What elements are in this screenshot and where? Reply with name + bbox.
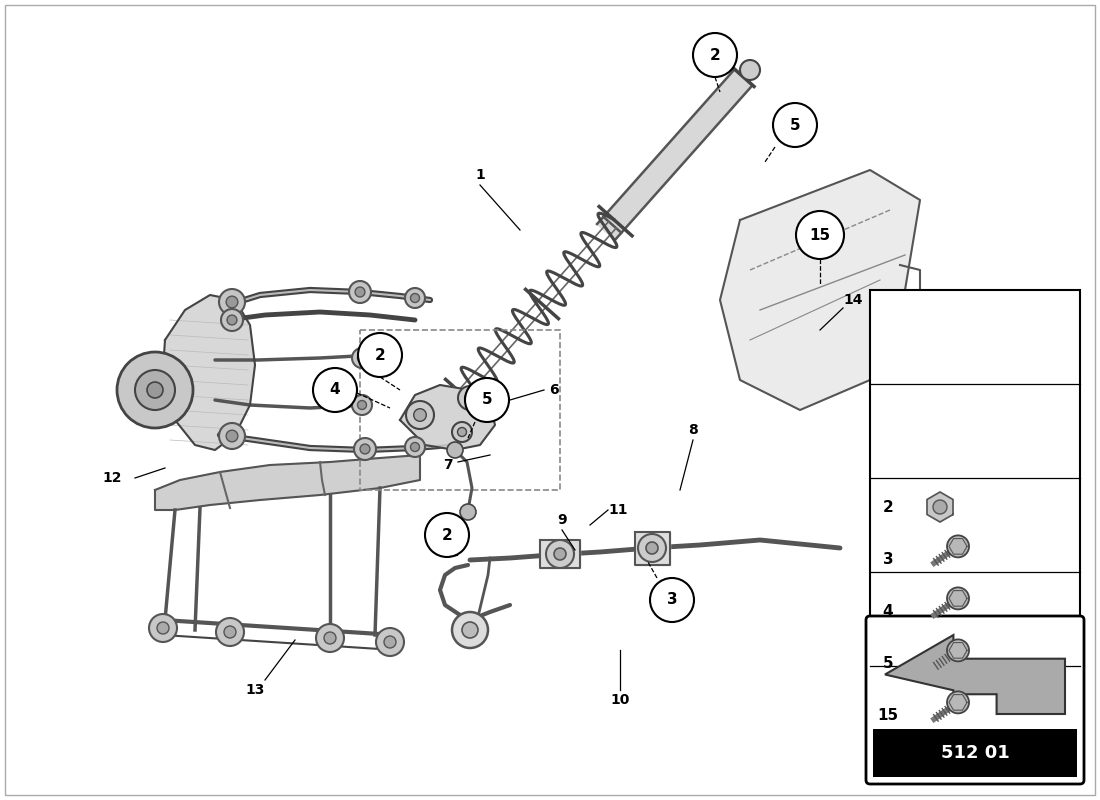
Text: 5: 5 bbox=[882, 655, 893, 670]
Text: 4: 4 bbox=[882, 603, 893, 618]
Circle shape bbox=[227, 430, 238, 442]
Circle shape bbox=[452, 612, 488, 648]
Circle shape bbox=[406, 401, 434, 429]
Circle shape bbox=[693, 33, 737, 77]
Circle shape bbox=[358, 333, 402, 377]
Circle shape bbox=[740, 60, 760, 80]
Polygon shape bbox=[540, 540, 580, 568]
Polygon shape bbox=[400, 385, 495, 450]
Text: 15: 15 bbox=[878, 707, 899, 722]
Circle shape bbox=[414, 409, 427, 422]
Circle shape bbox=[157, 622, 169, 634]
Text: 8: 8 bbox=[689, 423, 697, 437]
Circle shape bbox=[227, 315, 236, 325]
Circle shape bbox=[227, 296, 238, 308]
Circle shape bbox=[219, 289, 245, 315]
FancyBboxPatch shape bbox=[866, 616, 1084, 784]
Text: 2: 2 bbox=[882, 499, 893, 514]
Text: 10: 10 bbox=[610, 693, 629, 707]
Polygon shape bbox=[927, 492, 953, 522]
Circle shape bbox=[638, 534, 666, 562]
Polygon shape bbox=[720, 170, 920, 410]
Bar bbox=[873, 729, 1077, 777]
Text: 2: 2 bbox=[441, 527, 452, 542]
Circle shape bbox=[773, 103, 817, 147]
Circle shape bbox=[405, 437, 425, 457]
Circle shape bbox=[458, 386, 482, 410]
Circle shape bbox=[947, 535, 969, 558]
Circle shape bbox=[458, 427, 466, 437]
Circle shape bbox=[316, 624, 344, 652]
Text: 7: 7 bbox=[443, 458, 453, 472]
Circle shape bbox=[355, 287, 365, 297]
Circle shape bbox=[358, 354, 366, 362]
Text: 3: 3 bbox=[667, 593, 678, 607]
Text: 4: 4 bbox=[330, 382, 340, 398]
Text: 15: 15 bbox=[810, 227, 830, 242]
Circle shape bbox=[221, 309, 243, 331]
Text: 9: 9 bbox=[558, 513, 566, 527]
Circle shape bbox=[384, 636, 396, 648]
Circle shape bbox=[354, 438, 376, 460]
Polygon shape bbox=[162, 295, 255, 450]
Polygon shape bbox=[886, 635, 1065, 714]
Circle shape bbox=[947, 639, 969, 662]
Text: 5: 5 bbox=[790, 118, 801, 133]
Text: 512 01: 512 01 bbox=[940, 744, 1010, 762]
Text: 5: 5 bbox=[482, 393, 493, 407]
Circle shape bbox=[410, 442, 419, 451]
Circle shape bbox=[464, 393, 475, 403]
Circle shape bbox=[646, 542, 658, 554]
Circle shape bbox=[148, 614, 177, 642]
Text: 2: 2 bbox=[375, 347, 385, 362]
Text: 3: 3 bbox=[882, 551, 893, 566]
Circle shape bbox=[376, 628, 404, 656]
Circle shape bbox=[947, 691, 969, 714]
Circle shape bbox=[462, 622, 478, 638]
Circle shape bbox=[352, 348, 372, 368]
Circle shape bbox=[324, 632, 336, 644]
Circle shape bbox=[650, 578, 694, 622]
Circle shape bbox=[224, 626, 236, 638]
Circle shape bbox=[452, 422, 472, 442]
Circle shape bbox=[796, 211, 844, 259]
Circle shape bbox=[219, 423, 245, 449]
Text: 2: 2 bbox=[710, 47, 720, 62]
Circle shape bbox=[117, 352, 192, 428]
Circle shape bbox=[216, 618, 244, 646]
Text: 12: 12 bbox=[102, 471, 122, 485]
Circle shape bbox=[352, 395, 372, 415]
Circle shape bbox=[554, 548, 566, 560]
Circle shape bbox=[947, 587, 969, 610]
Circle shape bbox=[410, 294, 419, 302]
Circle shape bbox=[447, 442, 463, 458]
Circle shape bbox=[147, 382, 163, 398]
Bar bbox=[870, 290, 1080, 760]
Circle shape bbox=[135, 370, 175, 410]
Polygon shape bbox=[155, 455, 420, 510]
Polygon shape bbox=[635, 532, 670, 565]
Polygon shape bbox=[597, 70, 752, 240]
Circle shape bbox=[933, 500, 947, 514]
Circle shape bbox=[349, 281, 371, 303]
Circle shape bbox=[546, 540, 574, 568]
Text: 1: 1 bbox=[475, 168, 485, 182]
Circle shape bbox=[425, 513, 469, 557]
Circle shape bbox=[314, 368, 358, 412]
Circle shape bbox=[460, 504, 476, 520]
Circle shape bbox=[358, 401, 366, 410]
Text: 11: 11 bbox=[608, 503, 628, 517]
Text: 6: 6 bbox=[549, 383, 559, 397]
Circle shape bbox=[405, 288, 425, 308]
Text: 13: 13 bbox=[245, 683, 265, 697]
Circle shape bbox=[360, 444, 370, 454]
Text: 14: 14 bbox=[844, 293, 862, 307]
Circle shape bbox=[465, 378, 509, 422]
